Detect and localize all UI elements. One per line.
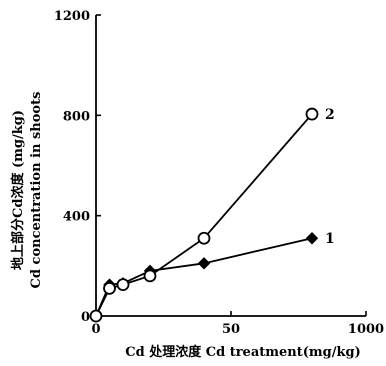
series-line-1 [95,237,313,317]
x-tick-label-0: 0 [91,322,100,337]
x-tick-label-1: 50 [222,322,240,337]
y-tick-label-3: 1200 [54,9,90,24]
axes [95,15,366,317]
point-series-2-1 [103,282,116,295]
point-series-2-2 [116,278,130,292]
series-labels: 12 [325,107,335,247]
y-axis-title-en: Cd concentration in shoots [29,92,44,289]
y-axis-title-en-group: Cd concentration in shoots [29,92,44,289]
x-ticks: 0 50 1000 [91,311,384,337]
point-series-2-4 [197,231,211,245]
point-series-1-5 [305,232,319,245]
y-axis-title-cn: 地上部分Cd浓度 (mg/kg) [10,110,26,270]
y-axis-title-group: 地上部分Cd浓度 (mg/kg) [10,110,26,270]
y-tick-label-2: 800 [63,109,90,124]
x-axis-title: Cd 处理浓度 Cd treatment(mg/kg) [125,344,360,360]
y-tick-label-0: 0 [81,310,90,325]
series-label-2: 2 [325,107,335,123]
series-markers [89,107,319,323]
point-series-1-4 [197,257,211,270]
point-series-2-0 [89,309,103,323]
point-series-2-5 [305,107,319,121]
y-ticks: 0 400 800 1200 [54,9,101,325]
y-tick-label-1: 400 [63,210,90,225]
series-label-1: 1 [325,231,335,247]
x-tick-label-2: 1000 [348,322,384,337]
point-series-2-3 [143,269,157,283]
